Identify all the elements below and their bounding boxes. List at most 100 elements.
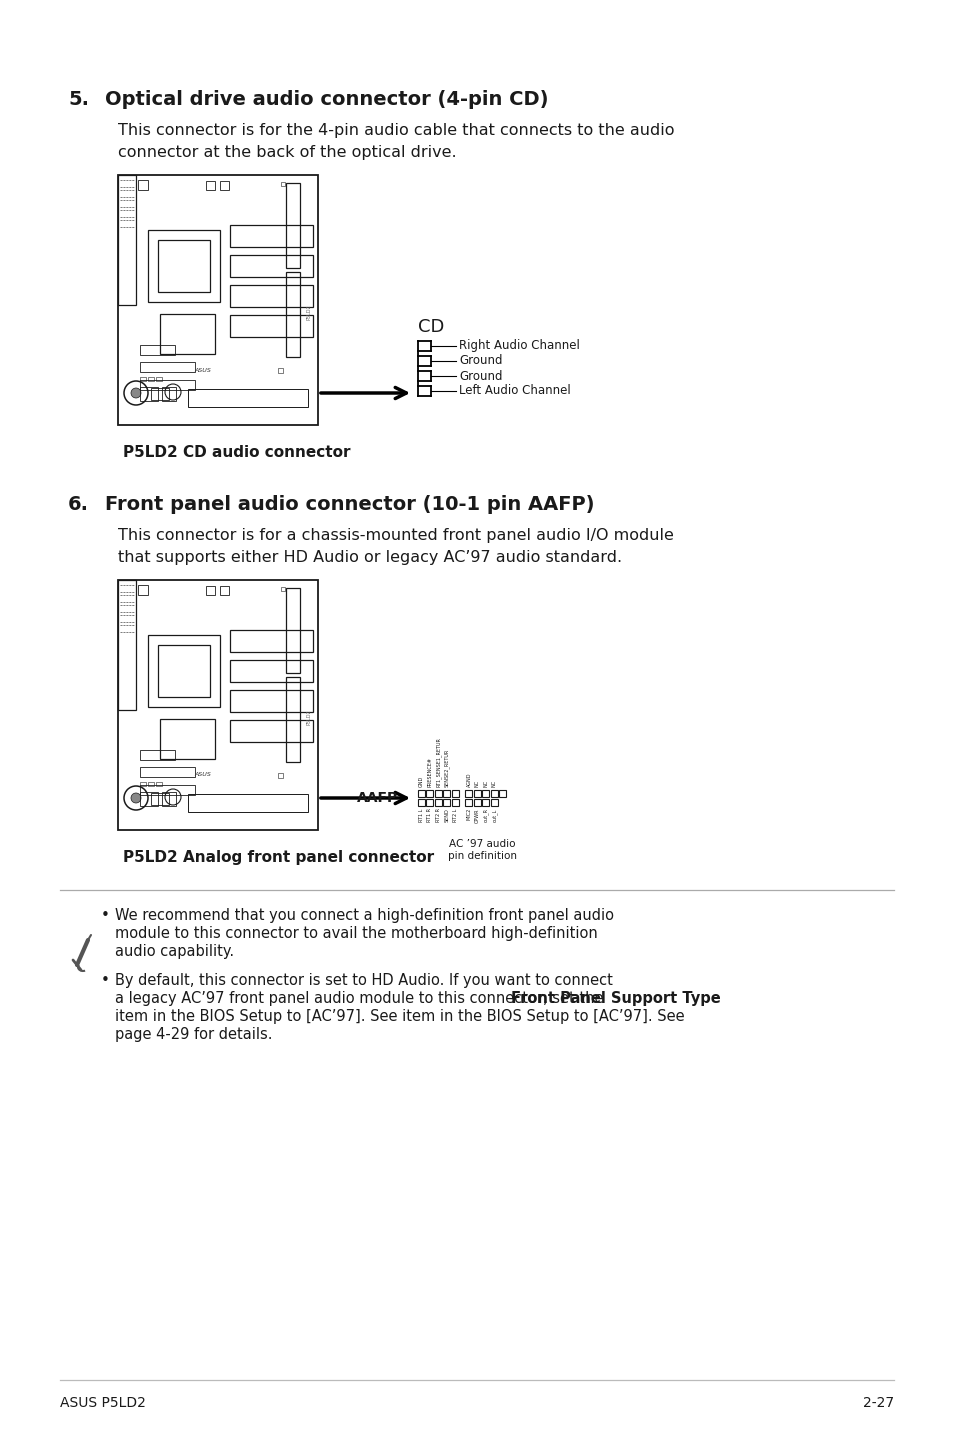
Text: AAFP: AAFP — [356, 791, 397, 805]
Bar — [138, 180, 148, 190]
Bar — [140, 766, 194, 777]
Bar — [140, 387, 158, 401]
Text: out_L: out_L — [491, 808, 497, 821]
Bar — [160, 719, 214, 759]
Bar — [158, 240, 210, 292]
Bar — [286, 588, 299, 673]
Circle shape — [131, 792, 141, 802]
Text: This connector is for the 4-pin audio cable that connects to the audio: This connector is for the 4-pin audio ca… — [118, 124, 674, 138]
Bar — [230, 285, 313, 306]
Bar — [482, 791, 489, 797]
Bar — [426, 798, 433, 805]
Bar — [426, 791, 433, 797]
Text: Left Audio Channel: Left Audio Channel — [458, 384, 570, 397]
Bar — [148, 377, 153, 381]
Text: •: • — [101, 974, 110, 988]
Bar — [443, 798, 450, 805]
Text: page 4-29 for details.: page 4-29 for details. — [115, 1027, 273, 1043]
Bar — [452, 798, 458, 805]
Bar — [140, 782, 146, 787]
Bar — [158, 646, 210, 697]
Text: Front panel audio connector (10-1 pin AAFP): Front panel audio connector (10-1 pin AA… — [105, 495, 594, 513]
Text: SENSE2_RETUR: SENSE2_RETUR — [444, 749, 450, 787]
Text: out_R: out_R — [482, 808, 488, 823]
Bar — [220, 181, 229, 190]
Bar — [118, 175, 136, 305]
Bar — [286, 183, 299, 267]
Bar — [206, 587, 214, 595]
Bar — [151, 792, 169, 805]
Bar — [140, 345, 174, 355]
Bar — [118, 175, 317, 426]
Text: ASUS P5LD2: ASUS P5LD2 — [60, 1396, 146, 1411]
Bar — [286, 677, 299, 762]
Bar — [148, 782, 153, 787]
Text: connector at the back of the optical drive.: connector at the back of the optical dri… — [118, 145, 456, 160]
Text: •: • — [101, 907, 110, 923]
Bar — [151, 388, 169, 400]
Text: We recommend that you connect a high-definition front panel audio: We recommend that you connect a high-def… — [115, 907, 614, 923]
Bar — [156, 377, 162, 381]
Text: Right Audio Channel: Right Audio Channel — [458, 339, 579, 352]
Text: RT1_SENSE1_RETUR: RT1_SENSE1_RETUR — [436, 738, 441, 787]
Text: P5LD2: P5LD2 — [306, 709, 312, 725]
Bar — [491, 791, 497, 797]
Text: P5LD2 Analog front panel connector: P5LD2 Analog front panel connector — [123, 850, 434, 866]
Bar — [417, 791, 424, 797]
Text: NC: NC — [483, 781, 488, 787]
Bar — [230, 224, 313, 247]
Circle shape — [131, 388, 141, 398]
Bar — [206, 181, 214, 190]
Bar — [118, 580, 136, 710]
Text: a legacy AC’97 front panel audio module to this connector, set the: a legacy AC’97 front panel audio module … — [115, 991, 607, 1007]
Text: This connector is for a chassis-mounted front panel audio I/O module: This connector is for a chassis-mounted … — [118, 528, 673, 544]
Text: 6.: 6. — [68, 495, 89, 513]
Bar — [140, 380, 194, 390]
Bar — [482, 798, 489, 805]
Bar — [140, 785, 194, 795]
Text: 2-27: 2-27 — [862, 1396, 893, 1411]
Text: RT2 L: RT2 L — [453, 808, 457, 821]
Bar — [286, 272, 299, 357]
Text: item in the BIOS Setup to [AC’97]. See item in the BIOS Setup to [AC’97]. See: item in the BIOS Setup to [AC’97]. See i… — [115, 1009, 684, 1024]
Text: NC: NC — [492, 781, 497, 787]
Bar — [148, 636, 220, 707]
Text: CD: CD — [417, 318, 444, 336]
Bar — [220, 587, 229, 595]
Text: SEND: SEND — [444, 808, 449, 823]
Bar — [148, 230, 220, 302]
Text: module to this connector to avail the motherboard high-definition: module to this connector to avail the mo… — [115, 926, 598, 940]
Bar — [160, 313, 214, 354]
Bar — [465, 791, 472, 797]
Text: RT1 R: RT1 R — [427, 808, 432, 823]
Bar — [138, 585, 148, 595]
Bar — [188, 390, 308, 407]
Text: 5.: 5. — [68, 91, 89, 109]
Text: Front Panel Support Type: Front Panel Support Type — [511, 991, 720, 1007]
Bar — [474, 798, 480, 805]
Text: CPWR: CPWR — [475, 808, 479, 823]
Text: Optical drive audio connector (4-pin CD): Optical drive audio connector (4-pin CD) — [105, 91, 548, 109]
Bar — [230, 720, 313, 742]
Text: MIC2: MIC2 — [466, 808, 471, 821]
Bar — [162, 387, 175, 401]
Text: ASUS: ASUS — [194, 772, 212, 778]
Text: Ground: Ground — [458, 355, 502, 368]
Bar — [118, 580, 317, 830]
Text: ASUS: ASUS — [194, 368, 212, 372]
Text: audio capability.: audio capability. — [115, 943, 233, 959]
Bar — [281, 183, 285, 186]
Text: AC ’97 audio
pin definition: AC ’97 audio pin definition — [448, 840, 517, 861]
Text: NC: NC — [475, 781, 479, 787]
Text: GND: GND — [418, 777, 423, 787]
Bar — [277, 774, 283, 778]
Bar — [140, 377, 146, 381]
Bar — [499, 791, 506, 797]
Bar — [230, 315, 313, 336]
Text: P5LD2 CD audio connector: P5LD2 CD audio connector — [123, 444, 350, 460]
Bar — [230, 690, 313, 712]
Text: Ground: Ground — [458, 370, 502, 383]
Bar — [230, 660, 313, 682]
Text: RT1 L: RT1 L — [418, 808, 423, 821]
Bar — [452, 791, 458, 797]
